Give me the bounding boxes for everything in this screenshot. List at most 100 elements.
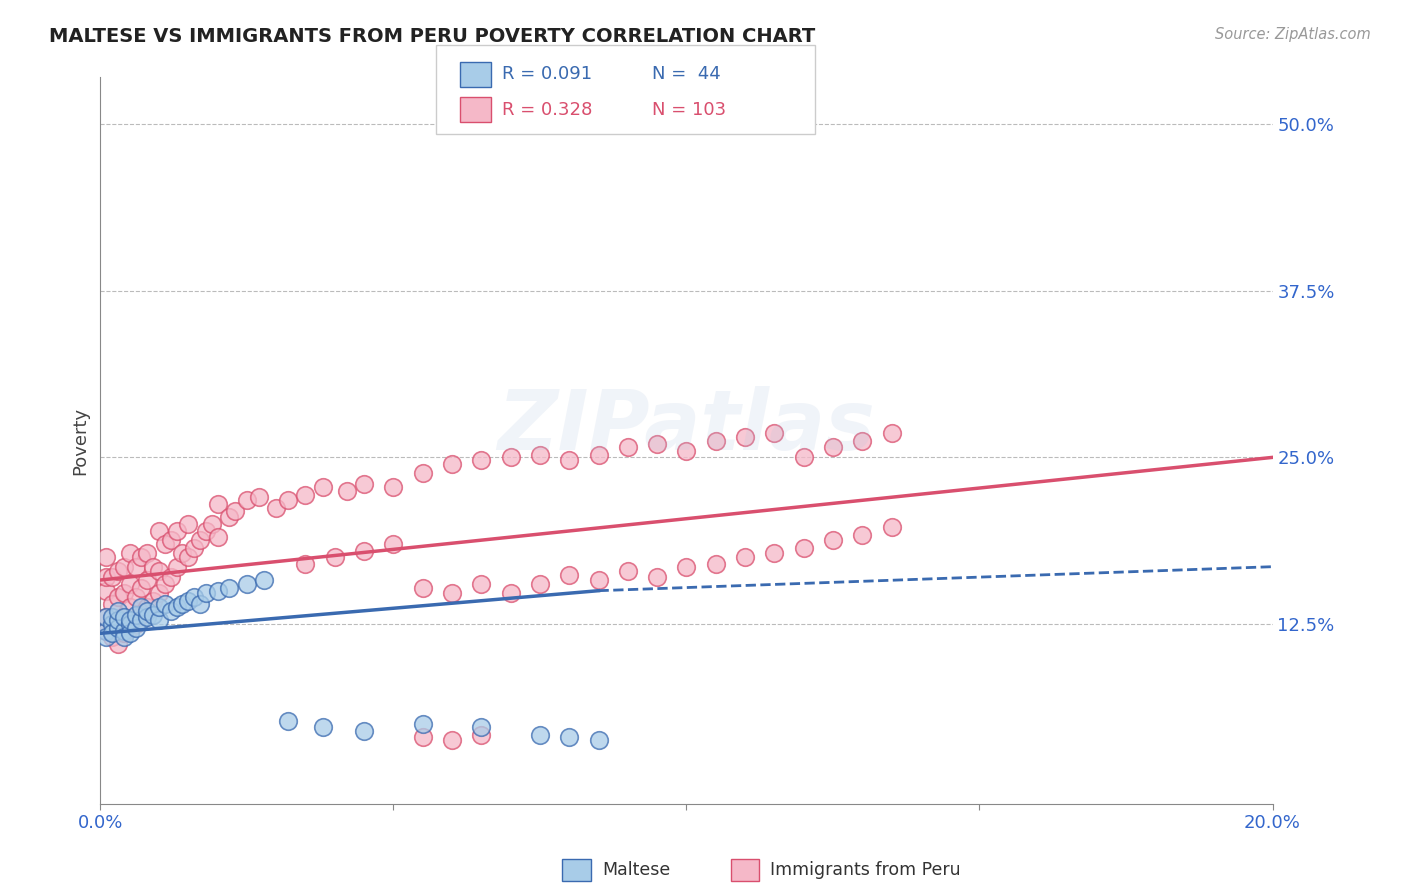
Point: [312, 720, 335, 734]
Text: MALTESE VS IMMIGRANTS FROM PERU POVERTY CORRELATION CHART: MALTESE VS IMMIGRANTS FROM PERU POVERTY …: [49, 27, 815, 45]
Point: [440, 457, 463, 471]
Point: [124, 591, 146, 605]
Point: [224, 504, 246, 518]
Point: [118, 599, 141, 614]
Point: [207, 530, 229, 544]
Point: [131, 581, 153, 595]
Point: [382, 537, 405, 551]
Point: [112, 610, 135, 624]
Point: [236, 577, 259, 591]
Point: [177, 550, 200, 565]
Point: [107, 564, 129, 578]
Point: [763, 426, 786, 441]
Point: [253, 573, 276, 587]
Point: [499, 450, 522, 465]
Point: [675, 443, 697, 458]
Point: [96, 624, 118, 638]
Point: [529, 728, 551, 742]
Point: [294, 557, 316, 571]
Point: [124, 607, 146, 622]
Text: ZIPatlas: ZIPatlas: [498, 385, 876, 467]
Point: [112, 586, 135, 600]
Point: [124, 621, 146, 635]
Point: [183, 591, 205, 605]
Point: [382, 480, 405, 494]
Point: [734, 430, 756, 444]
Point: [499, 586, 522, 600]
Point: [264, 501, 287, 516]
Point: [529, 448, 551, 462]
Point: [124, 559, 146, 574]
Point: [101, 617, 124, 632]
Point: [201, 516, 224, 531]
Point: [166, 599, 188, 614]
Point: [353, 477, 375, 491]
Point: [177, 516, 200, 531]
Text: Maltese: Maltese: [602, 861, 671, 879]
Point: [704, 434, 727, 449]
Point: [153, 597, 176, 611]
Point: [101, 610, 124, 624]
Point: [107, 617, 129, 632]
Point: [148, 524, 170, 538]
Point: [136, 610, 159, 624]
Point: [412, 581, 434, 595]
Point: [118, 626, 141, 640]
Point: [851, 434, 873, 449]
Point: [218, 581, 240, 595]
Point: [645, 570, 668, 584]
Point: [142, 607, 165, 622]
Point: [101, 631, 124, 645]
Point: [153, 537, 176, 551]
Point: [148, 599, 170, 614]
Point: [136, 573, 159, 587]
Point: [107, 591, 129, 605]
Point: [107, 604, 129, 618]
Point: [558, 453, 581, 467]
Point: [188, 597, 211, 611]
Point: [207, 583, 229, 598]
Point: [148, 586, 170, 600]
Point: [312, 480, 335, 494]
Point: [617, 564, 640, 578]
Point: [675, 559, 697, 574]
Point: [148, 613, 170, 627]
Point: [172, 546, 194, 560]
Point: [142, 594, 165, 608]
Point: [277, 714, 299, 729]
Point: [118, 546, 141, 560]
Point: [101, 597, 124, 611]
Point: [247, 491, 270, 505]
Point: [353, 723, 375, 738]
Point: [118, 613, 141, 627]
Point: [166, 524, 188, 538]
Point: [440, 733, 463, 747]
Point: [236, 493, 259, 508]
Point: [218, 510, 240, 524]
Point: [588, 448, 610, 462]
Point: [335, 483, 357, 498]
Point: [207, 497, 229, 511]
Point: [112, 624, 135, 638]
Point: [153, 577, 176, 591]
Point: [294, 488, 316, 502]
Point: [172, 597, 194, 611]
Point: [821, 440, 844, 454]
Y-axis label: Poverty: Poverty: [72, 407, 89, 475]
Point: [194, 524, 217, 538]
Point: [793, 541, 815, 555]
Point: [112, 631, 135, 645]
Point: [131, 550, 153, 565]
Point: [793, 450, 815, 465]
Point: [470, 720, 492, 734]
Point: [107, 613, 129, 627]
Point: [112, 626, 135, 640]
Point: [96, 550, 118, 565]
Point: [96, 583, 118, 598]
Text: N = 103: N = 103: [652, 101, 727, 119]
Point: [529, 577, 551, 591]
Point: [107, 637, 129, 651]
Point: [142, 559, 165, 574]
Text: Source: ZipAtlas.com: Source: ZipAtlas.com: [1215, 27, 1371, 42]
Point: [136, 599, 159, 614]
